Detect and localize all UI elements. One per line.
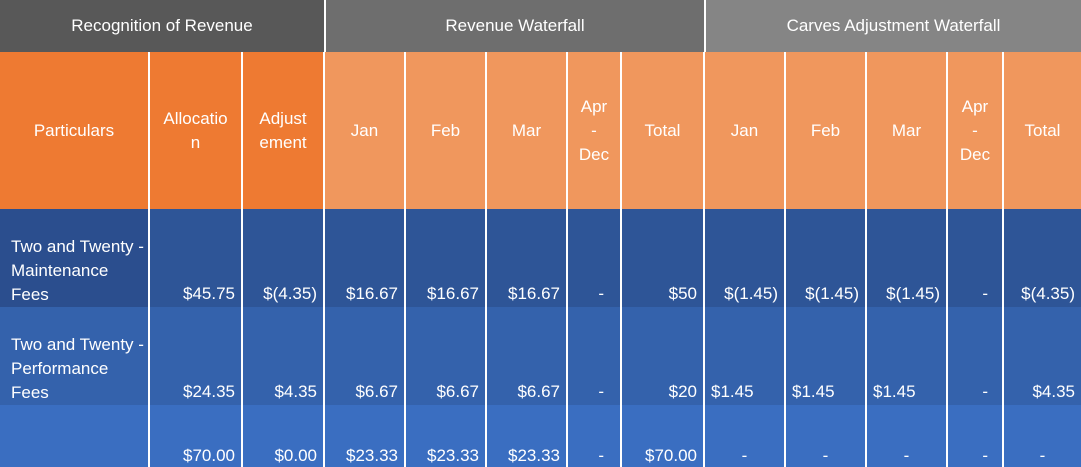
cell-allocation: $70.00	[148, 405, 242, 467]
cell-adjust-feb: $1.45	[784, 307, 866, 405]
header-adjust-mar: Mar	[865, 52, 947, 209]
cell-adjustment: $(4.35)	[241, 209, 324, 307]
cell-adjust-total: -	[1002, 405, 1081, 467]
cell-allocation: $24.35	[148, 307, 242, 405]
cell-adjust-feb: $(1.45)	[784, 209, 866, 307]
cell-adjustment: $4.35	[241, 307, 324, 405]
cell-revenue-jan: $16.67	[323, 209, 405, 307]
header-adjust-jan: Jan	[703, 52, 785, 209]
data-table: Particulars Allocatio n Adjust ement Jan F…	[0, 52, 1081, 467]
cell-revenue-jan: $6.67	[323, 307, 405, 405]
cell-adjust-apr-dec: -	[946, 307, 1003, 405]
cell-adjust-mar: $(1.45)	[865, 209, 947, 307]
header-adjust-feb: Feb	[784, 52, 866, 209]
cell-revenue-jan: $23.33	[323, 405, 405, 467]
header-adjust-apr-dec: Apr - Dec	[946, 52, 1003, 209]
group-recognition-of-revenue: Recognition of Revenue	[0, 0, 324, 52]
cell-revenue-apr-dec: -	[566, 307, 621, 405]
cell-revenue-apr-dec: -	[566, 209, 621, 307]
cell-revenue-total: $50	[620, 209, 704, 307]
cell-adjust-total: $4.35	[1002, 307, 1081, 405]
header-adjustment: Adjust ement	[241, 52, 324, 209]
cell-adjust-mar: -	[865, 405, 947, 467]
cell-adjust-apr-dec: -	[946, 405, 1003, 467]
cell-revenue-total: $20	[620, 307, 704, 405]
cell-revenue-mar: $23.33	[485, 405, 567, 467]
cell-adjust-total: $(4.35)	[1002, 209, 1081, 307]
cell-revenue-total: $70.00	[620, 405, 704, 467]
cell-revenue-feb: $16.67	[404, 209, 486, 307]
header-revenue-jan: Jan	[323, 52, 405, 209]
header-revenue-mar: Mar	[485, 52, 567, 209]
group-header-row: Recognition of Revenue Revenue Waterfall…	[0, 0, 1081, 52]
cell-revenue-mar: $6.67	[485, 307, 567, 405]
header-revenue-feb: Feb	[404, 52, 486, 209]
cell-allocation: $45.75	[148, 209, 242, 307]
group-revenue-waterfall: Revenue Waterfall	[324, 0, 704, 52]
cell-adjust-apr-dec: -	[946, 209, 1003, 307]
table-row: Two and Twenty - Performance Fees $24.35…	[0, 307, 1081, 405]
cell-revenue-feb: $6.67	[404, 307, 486, 405]
header-revenue-apr-dec: Apr - Dec	[566, 52, 621, 209]
group-carves-adjustment-waterfall: Carves Adjustment Waterfall	[704, 0, 1081, 52]
row-label: Two and Twenty - Maintenance Fees	[0, 209, 149, 307]
cell-adjust-jan: $1.45	[703, 307, 785, 405]
total-row: $70.00 $0.00 $23.33 $23.33 $23.33 - $70.…	[0, 405, 1081, 467]
row-label: Two and Twenty - Performance Fees	[0, 307, 149, 405]
header-revenue-total: Total	[620, 52, 704, 209]
row-label	[0, 405, 149, 467]
cell-adjust-jan: -	[703, 405, 785, 467]
column-header-row: Particulars Allocatio n Adjust ement Jan F…	[0, 52, 1081, 209]
cell-adjust-mar: $1.45	[865, 307, 947, 405]
header-particulars: Particulars	[0, 52, 149, 209]
table-row: Two and Twenty - Maintenance Fees $45.75…	[0, 209, 1081, 307]
cell-revenue-feb: $23.33	[404, 405, 486, 467]
cell-adjust-feb: -	[784, 405, 866, 467]
header-allocation: Allocatio n	[148, 52, 242, 209]
cell-adjust-jan: $(1.45)	[703, 209, 785, 307]
cell-adjustment: $0.00	[241, 405, 324, 467]
cell-revenue-mar: $16.67	[485, 209, 567, 307]
cell-revenue-apr-dec: -	[566, 405, 621, 467]
header-adjust-total: Total	[1002, 52, 1081, 209]
